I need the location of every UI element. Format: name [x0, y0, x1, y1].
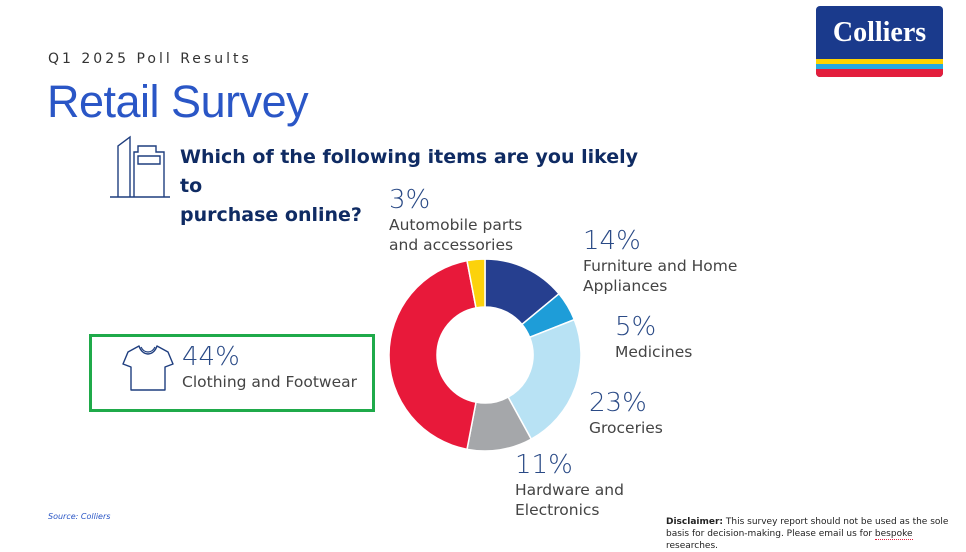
pct-automobile: 3%: [389, 185, 431, 215]
cat-hardware-line1: Hardware and: [515, 481, 624, 499]
question-line-1: Which of the following items are you lik…: [180, 146, 639, 197]
logo-stripe-red: [816, 69, 943, 77]
label-groceries: 23% Groceries: [589, 388, 663, 438]
cat-automobile-line2: and accessories: [389, 236, 514, 254]
colliers-logo: Colliers: [816, 6, 943, 77]
logo-stripe-blue: [816, 64, 943, 69]
building-icon: [110, 135, 170, 198]
source-note: Source: Colliers: [48, 512, 111, 521]
pct-groceries: 23%: [589, 388, 647, 418]
cat-hardware-line2: Electronics: [515, 501, 600, 519]
disclaimer-text-2: researches.: [666, 541, 719, 551]
pct-medicines: 5%: [615, 312, 657, 342]
pct-furniture: 14%: [583, 226, 641, 256]
cat-groceries: Groceries: [589, 419, 663, 437]
disclaimer: Disclaimer: This survey report should no…: [666, 516, 962, 552]
eyebrow-label: Q1 2025 Poll Results: [48, 51, 252, 67]
label-medicines: 5% Medicines: [615, 312, 692, 362]
donut-slice-clothing-and-footwear: [388, 259, 477, 451]
label-furniture: 14% Furniture and Home Appliances: [583, 226, 737, 296]
question-line-2: purchase online?: [180, 204, 362, 226]
page-title: Retail Survey: [47, 76, 309, 127]
cat-clothing: Clothing and Footwear: [182, 373, 357, 391]
disclaimer-text-1: This survey report should not be used as…: [666, 517, 949, 539]
donut-chart: [388, 258, 582, 452]
label-hardware: 11% Hardware and Electronics: [515, 450, 624, 520]
cat-furniture-line2: Appliances: [583, 277, 668, 295]
cat-medicines: Medicines: [615, 343, 693, 361]
shirt-icon: [122, 345, 174, 391]
pct-clothing: 44%: [182, 342, 240, 372]
pct-hardware: 11%: [515, 450, 573, 480]
survey-question: Which of the following items are you lik…: [180, 143, 660, 230]
disclaimer-label: Disclaimer:: [666, 517, 724, 527]
donut-slice-automobile-parts-and-accessories: [466, 258, 486, 309]
logo-stripe-yellow: [816, 59, 943, 64]
logo-wordmark: Colliers: [832, 17, 927, 48]
clothing-callout-box: [89, 334, 375, 412]
label-automobile: 3% Automobile parts and accessories: [389, 185, 522, 255]
cat-automobile-line1: Automobile parts: [389, 216, 523, 234]
cat-furniture-line1: Furniture and Home: [583, 257, 738, 275]
disclaimer-word: bespoke: [874, 529, 913, 540]
label-clothing: 44% Clothing and Footwear: [182, 342, 357, 392]
